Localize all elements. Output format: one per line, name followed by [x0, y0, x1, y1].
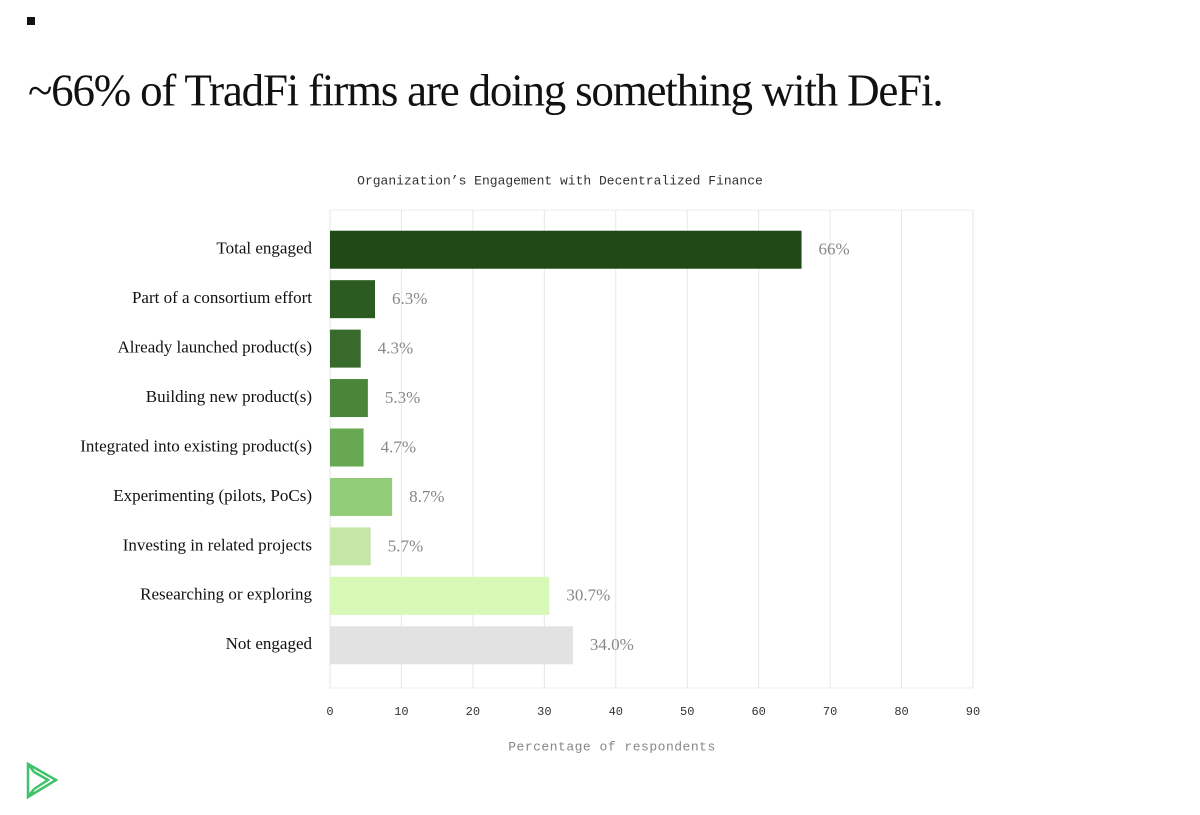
value-label: 5.3% — [385, 388, 420, 407]
bar — [330, 280, 376, 319]
x-tick-label: 70 — [823, 705, 837, 719]
slide-heading: ~66% of TradFi firms are doing something… — [28, 65, 942, 115]
x-tick-label: 30 — [537, 705, 551, 719]
x-tick-label: 80 — [894, 705, 908, 719]
bar — [330, 428, 364, 467]
value-label: 6.3% — [392, 289, 427, 308]
category-label: Investing in related projects — [123, 535, 312, 554]
bar — [330, 626, 573, 665]
category-label: Already launched product(s) — [118, 338, 312, 357]
chart-title: Organization’s Engagement with Decentral… — [357, 173, 763, 188]
x-tick-label: 50 — [680, 705, 694, 719]
category-label: Total engaged — [216, 239, 312, 258]
x-tick-label: 10 — [394, 705, 408, 719]
value-label: 8.7% — [409, 487, 444, 506]
x-tick-label: 90 — [966, 705, 980, 719]
x-axis-label: Percentage of respondents — [508, 739, 716, 754]
category-label: Not engaged — [226, 634, 313, 653]
category-label: Experimenting (pilots, PoCs) — [113, 486, 312, 505]
x-tick-label: 60 — [751, 705, 765, 719]
x-tick-label: 40 — [609, 705, 623, 719]
value-label: 5.7% — [388, 536, 423, 555]
value-label: 4.3% — [378, 339, 413, 358]
bar — [330, 477, 393, 516]
bullet-square — [27, 17, 35, 25]
bar — [330, 527, 371, 566]
category-label: Building new product(s) — [146, 387, 312, 406]
bar — [330, 230, 802, 269]
value-label: 34.0% — [590, 635, 634, 654]
category-label: Researching or exploring — [140, 585, 312, 604]
bar — [330, 379, 368, 418]
x-tick-label: 0 — [326, 705, 333, 719]
bar — [330, 576, 550, 615]
value-label: 4.7% — [381, 437, 416, 456]
bar — [330, 329, 361, 368]
value-label: 30.7% — [566, 586, 610, 605]
category-label: Integrated into existing product(s) — [80, 436, 312, 455]
category-label: Part of a consortium effort — [132, 288, 312, 307]
x-tick-label: 20 — [466, 705, 480, 719]
value-label: 66% — [819, 240, 850, 259]
plot-frame — [329, 209, 974, 689]
logo — [26, 761, 59, 800]
